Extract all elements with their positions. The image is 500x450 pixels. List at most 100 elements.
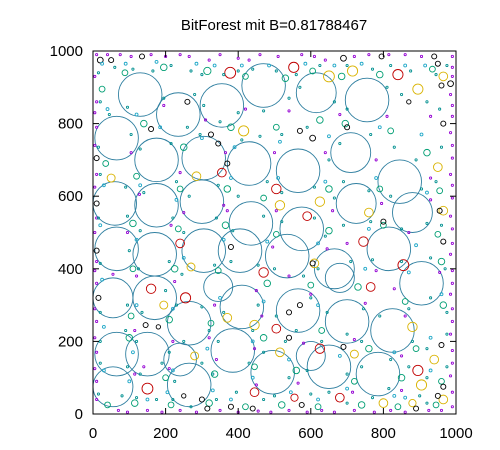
- circle-small-black: [148, 126, 155, 133]
- circle-tiny-purple: [450, 196, 454, 200]
- circle-tiny-cyan: [287, 357, 291, 362]
- circle-tiny-teal: [98, 361, 102, 365]
- circle-tiny-purple: [169, 223, 173, 227]
- circle-medium-green: [210, 370, 219, 378]
- circle-tiny-teal: [173, 379, 177, 383]
- circle-tiny-teal: [96, 216, 100, 220]
- circle-tiny-purple: [323, 58, 327, 62]
- circle-medium-green: [281, 74, 290, 82]
- circle-tiny-purple: [178, 53, 182, 57]
- circle-tiny-purple: [352, 338, 356, 342]
- circle-tiny-teal: [98, 310, 102, 314]
- circle-medium-gold: [275, 347, 285, 358]
- circle-tiny-purple: [171, 339, 175, 343]
- circle-medium-green: [221, 221, 230, 229]
- x-axis: 0 200 400 600 800 1000: [89, 51, 473, 442]
- circle-medium-green: [102, 160, 110, 167]
- circle-large: [355, 351, 401, 397]
- circle-small-black: [436, 207, 443, 214]
- circle-tiny-teal: [400, 93, 404, 97]
- circle-tiny-teal: [414, 158, 418, 162]
- circle-tiny-teal: [409, 69, 413, 73]
- circle-small-black: [434, 392, 441, 399]
- chart-title: BitForest mit B=0.81788467: [181, 17, 367, 34]
- circle-tiny-teal: [392, 145, 396, 149]
- series-medium-green: [98, 63, 448, 411]
- circle-medium-gold: [407, 321, 418, 333]
- circle-large: [134, 137, 179, 183]
- circle-tiny-purple: [111, 272, 115, 276]
- circle-tiny-purple: [450, 405, 454, 409]
- circle-tiny-purple: [352, 54, 356, 58]
- circle-tiny-teal: [274, 314, 278, 318]
- circle-tiny-teal: [387, 387, 391, 391]
- circle-tiny-purple: [116, 408, 120, 412]
- circle-tiny-teal: [369, 220, 373, 224]
- circle-tiny-teal: [180, 272, 184, 276]
- circle-tiny-teal: [164, 289, 168, 293]
- circle-tiny-teal: [251, 67, 255, 71]
- circle-tiny-purple: [125, 410, 130, 414]
- circle-small-black: [286, 309, 293, 316]
- circle-tiny-purple: [93, 336, 97, 340]
- series-tiny-teal: [96, 63, 449, 409]
- circle-tiny-teal: [98, 339, 102, 343]
- circle-medium-green: [272, 123, 280, 131]
- circle-tiny-teal: [131, 67, 135, 71]
- circle-tiny-teal: [318, 63, 322, 68]
- circle-small-black: [296, 127, 303, 134]
- circle-tiny-teal: [202, 103, 206, 107]
- circle-tiny-cyan: [170, 368, 175, 373]
- circle-medium-green: [309, 67, 316, 75]
- circle-tiny-purple: [145, 408, 149, 412]
- circle-tiny-teal: [234, 390, 238, 394]
- circle-large: [125, 331, 170, 377]
- circle-tiny-purple: [325, 247, 329, 251]
- circle-tiny-purple: [449, 172, 453, 176]
- circle-large: [330, 132, 372, 174]
- circle-tiny-teal: [361, 307, 365, 311]
- circle-tiny-teal: [207, 328, 211, 333]
- circle-medium-green: [180, 143, 188, 151]
- circle-tiny-purple: [287, 109, 291, 113]
- circle-medium-green: [203, 66, 212, 76]
- circle-tiny-purple: [269, 410, 273, 414]
- circle-small-black: [380, 218, 387, 225]
- circle-tiny-teal: [222, 73, 226, 77]
- circle-tiny-teal: [182, 230, 186, 235]
- circle-medium-green: [354, 283, 362, 291]
- circle-tiny-teal: [189, 69, 193, 73]
- series-tiny-cyan: [98, 59, 444, 402]
- circle-tiny-purple: [367, 53, 371, 57]
- circle-tiny-purple: [223, 151, 228, 155]
- circle-tiny-cyan: [414, 243, 418, 248]
- circle-medium-green: [380, 221, 387, 229]
- circle-tiny-purple: [133, 372, 137, 376]
- circle-tiny-purple: [125, 230, 130, 235]
- circle-tiny-purple: [450, 156, 454, 160]
- circle-tiny-teal: [407, 365, 411, 369]
- circle-tiny-teal: [169, 142, 173, 146]
- y-tick-label: 0: [75, 406, 83, 423]
- circle-tiny-teal: [280, 191, 284, 195]
- circle-tiny-teal: [309, 392, 313, 396]
- circle-large: [199, 83, 245, 128]
- circle-tiny-cyan: [392, 393, 397, 398]
- circle-tiny-purple: [450, 143, 454, 147]
- circle-tiny-teal: [265, 180, 269, 184]
- circle-tiny-purple: [296, 381, 300, 385]
- circle-medium-gold: [222, 313, 233, 323]
- circle-medium-green: [397, 373, 406, 382]
- circle-medium-gold: [429, 354, 440, 365]
- circle-tiny-cyan: [332, 63, 337, 68]
- circle-medium-gold: [415, 379, 428, 391]
- circle-medium-green: [125, 334, 134, 342]
- circle-tiny-teal: [256, 263, 260, 267]
- circle-tiny-cyan: [229, 397, 233, 402]
- circle-medium-green: [387, 127, 395, 135]
- circle-tiny-purple: [129, 54, 133, 58]
- circle-large: [219, 284, 265, 330]
- circle-tiny-purple: [407, 230, 411, 235]
- circle-tiny-cyan: [218, 295, 222, 300]
